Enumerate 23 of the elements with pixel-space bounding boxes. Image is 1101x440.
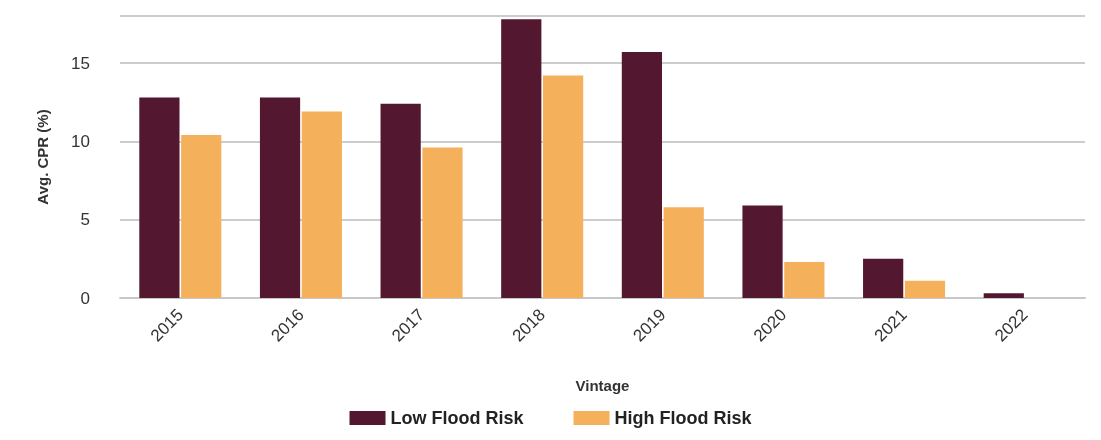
legend-label: Low Flood Risk [390,408,525,428]
bar [863,258,904,298]
bar [259,97,301,298]
x-axis-title: Vintage [575,377,630,394]
legend-label: High Flood Risk [614,408,753,428]
y-tick-label: 15 [71,53,90,73]
bar [181,135,222,298]
bar [904,280,946,298]
y-axis-title: Avg. CPR (%) [34,109,51,205]
y-tick-label: 0 [80,288,90,308]
bar [422,147,463,298]
y-tick-label: 5 [80,210,90,230]
bar [621,52,663,298]
bar [542,75,584,298]
bar [983,293,1024,298]
bar [501,19,542,298]
bar [742,205,783,298]
bar [784,261,825,298]
bar [301,111,342,298]
bar [139,97,180,298]
y-tick-label: 10 [71,131,90,151]
bar [663,207,704,298]
bar [380,103,421,298]
